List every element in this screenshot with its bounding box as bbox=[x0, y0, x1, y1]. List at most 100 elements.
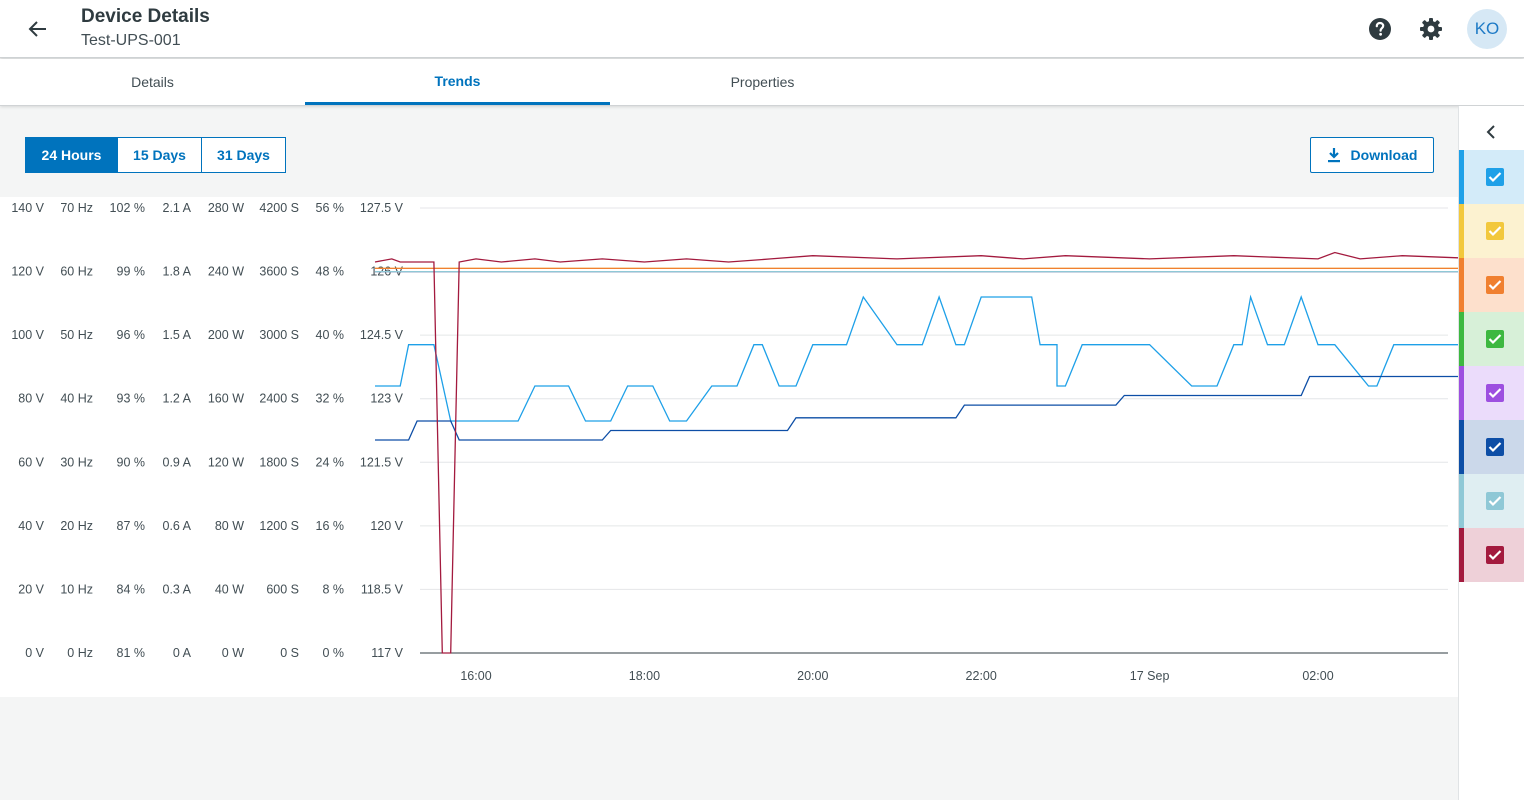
checkbox[interactable] bbox=[1485, 168, 1504, 186]
settings-button[interactable] bbox=[1418, 16, 1444, 42]
y-tick-label: 600 S bbox=[266, 582, 299, 596]
x-tick-label: 16:00 bbox=[460, 669, 491, 683]
tab-properties[interactable]: Properties bbox=[730, 74, 795, 90]
y-tick-label: 30 Hz bbox=[60, 455, 93, 469]
y-tick-label: 80 W bbox=[215, 519, 244, 533]
series-toggle[interactable] bbox=[1459, 420, 1524, 474]
y-tick-label: 99 % bbox=[117, 265, 146, 279]
y-tick-label: 0 S bbox=[280, 646, 299, 660]
y-tick-label: 3000 S bbox=[259, 328, 299, 342]
x-tick-label: 02:00 bbox=[1302, 669, 1333, 683]
y-tick-label: 124.5 V bbox=[360, 328, 404, 342]
y-tick-label: 2.1 A bbox=[163, 201, 192, 215]
y-tick-label: 81 % bbox=[117, 646, 146, 660]
series-toggle[interactable] bbox=[1459, 366, 1524, 420]
series-toggle[interactable] bbox=[1459, 150, 1524, 204]
checkmark-icon bbox=[1488, 388, 1501, 399]
y-tick-label: 240 W bbox=[208, 265, 244, 279]
y-tick-label: 2400 S bbox=[259, 392, 299, 406]
y-tick-label: 1.2 A bbox=[163, 392, 192, 406]
arrow-left-icon bbox=[28, 21, 46, 37]
x-tick-label: 22:00 bbox=[966, 669, 997, 683]
y-tick-label: 121.5 V bbox=[360, 455, 404, 469]
checkmark-icon bbox=[1488, 226, 1501, 237]
checkbox[interactable] bbox=[1485, 492, 1504, 510]
checkbox[interactable] bbox=[1485, 546, 1504, 564]
y-tick-label: 0 Hz bbox=[67, 646, 93, 660]
y-tick-label: 20 Hz bbox=[60, 519, 93, 533]
series-line bbox=[375, 375, 1458, 441]
series-toggle[interactable] bbox=[1459, 528, 1524, 582]
y-tick-label: 87 % bbox=[117, 519, 146, 533]
y-tick-label: 4200 S bbox=[259, 201, 299, 215]
trend-chart-svg: 140 V 120 V 100 V 80 V 60 V 40 V 20 V 0 V 70 Hz 6… bbox=[11, 201, 1458, 683]
checkmark-icon bbox=[1488, 280, 1501, 291]
y-tick-label: 16 % bbox=[316, 519, 345, 533]
y-tick-label: 48 % bbox=[316, 265, 345, 279]
y-tick-label: 90 % bbox=[117, 455, 146, 469]
download-label: Download bbox=[1350, 147, 1418, 163]
range-15-days-button[interactable]: 15 Days bbox=[117, 137, 202, 173]
y-tick-label: 0 A bbox=[173, 646, 192, 660]
y-tick-label: 117 V bbox=[371, 646, 403, 660]
y-tick-label: 140 V bbox=[11, 201, 44, 215]
y-tick-label: 0.6 A bbox=[163, 519, 192, 533]
y-tick-label: 0 % bbox=[322, 646, 344, 660]
user-avatar[interactable]: KO bbox=[1467, 9, 1507, 49]
checkmark-icon bbox=[1488, 496, 1501, 507]
y-tick-label: 127.5 V bbox=[360, 201, 404, 215]
checkbox[interactable] bbox=[1485, 330, 1504, 348]
y-tick-label: 120 V bbox=[370, 519, 403, 533]
y-tick-label: 120 W bbox=[208, 455, 244, 469]
y-tick-label: 20 V bbox=[18, 582, 44, 596]
tab-trends[interactable]: Trends bbox=[305, 59, 610, 105]
checkbox[interactable] bbox=[1485, 384, 1504, 402]
checkbox[interactable] bbox=[1485, 222, 1504, 240]
y-tick-label: 24 % bbox=[316, 455, 345, 469]
y-tick-label: 120 V bbox=[11, 265, 44, 279]
range-24-hours-button[interactable]: 24 Hours bbox=[25, 137, 118, 173]
series-line bbox=[375, 267, 1458, 270]
series-legend-panel bbox=[1458, 106, 1524, 800]
x-tick-label: 20:00 bbox=[797, 669, 828, 683]
collapse-panel-button[interactable] bbox=[1477, 118, 1505, 146]
checkmark-icon bbox=[1488, 172, 1501, 183]
series-line bbox=[375, 270, 1458, 273]
series-toggle[interactable] bbox=[1459, 204, 1524, 258]
x-tick-label: 18:00 bbox=[629, 669, 660, 683]
y-tick-label: 32 % bbox=[316, 392, 345, 406]
y-tick-label: 280 W bbox=[208, 201, 244, 215]
y-tick-label: 118.5 V bbox=[361, 582, 404, 596]
series-line bbox=[374, 251, 1458, 654]
y-tick-label: 84 % bbox=[117, 582, 146, 596]
y-tick-label: 60 Hz bbox=[60, 265, 93, 279]
range-31-days-button[interactable]: 31 Days bbox=[201, 137, 286, 173]
series-toggle[interactable] bbox=[1459, 474, 1524, 528]
series-toggle[interactable] bbox=[1459, 258, 1524, 312]
y-tick-label: 1800 S bbox=[259, 455, 299, 469]
trend-chart: 140 V 120 V 100 V 80 V 60 V 40 V 20 V 0 V 70 Hz 6… bbox=[0, 197, 1458, 697]
y-tick-label: 96 % bbox=[117, 328, 146, 342]
x-tick-label: 17 Sep bbox=[1130, 669, 1170, 683]
series-toggle[interactable] bbox=[1459, 312, 1524, 366]
back-button[interactable] bbox=[24, 15, 52, 43]
time-range-selector: 24 Hours 15 Days 31 Days bbox=[25, 137, 286, 173]
y-tick-label: 0.3 A bbox=[163, 582, 192, 596]
series-line bbox=[375, 294, 1458, 422]
download-button[interactable]: Download bbox=[1310, 137, 1434, 173]
help-button[interactable] bbox=[1367, 16, 1393, 42]
help-icon bbox=[1369, 18, 1391, 40]
series-line bbox=[375, 267, 1458, 270]
tab-details[interactable]: Details bbox=[131, 74, 174, 90]
device-name: Test-UPS-001 bbox=[81, 32, 181, 49]
y-tick-label: 60 V bbox=[18, 455, 44, 469]
checkbox[interactable] bbox=[1485, 438, 1504, 456]
page-title: Device Details bbox=[81, 6, 210, 27]
tab-bar: Details Trends Properties bbox=[0, 59, 1524, 106]
y-tick-label: 200 W bbox=[208, 328, 244, 342]
y-tick-label: 50 Hz bbox=[60, 328, 93, 342]
checkbox[interactable] bbox=[1485, 276, 1504, 294]
y-tick-label: 10 Hz bbox=[60, 582, 93, 596]
gear-icon bbox=[1420, 18, 1442, 40]
y-tick-label: 100 V bbox=[11, 328, 44, 342]
